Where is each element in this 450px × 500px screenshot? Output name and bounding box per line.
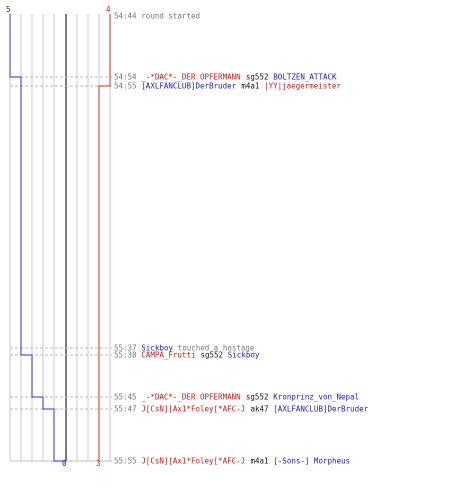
event-time: 55:45 <box>114 393 137 402</box>
event-row: 55:55 J[CsN][Ax1*Foley[*AFC-J m4a1 [-Sons-]… <box>114 457 350 466</box>
event-time: 54:44 <box>114 12 137 21</box>
event-player-name: _-*DAC*-_DER OPFERMANN <box>141 73 240 82</box>
red-end-count: 3 <box>96 459 101 468</box>
red-team-alive-line <box>98 14 111 461</box>
event-row: 55:47 J[CsN][Ax1*Foley[*AFC-J ak47 [AXLFANC… <box>114 405 369 414</box>
event-player-name: BOLTZEN_ATTACK <box>273 73 337 82</box>
event-player-name: _-*DAC*-_DER OPFERMANN <box>141 393 240 402</box>
event-time: 55:38 <box>114 351 137 360</box>
event-time: 54:55 <box>114 82 137 91</box>
red-start-count: 4 <box>106 5 111 14</box>
event-description: round started <box>141 12 200 21</box>
grid-lines <box>9 14 111 462</box>
event-time: 54:54 <box>114 73 137 82</box>
event-weapon: sg552 <box>246 393 269 402</box>
event-time: 55:47 <box>114 405 137 414</box>
event-player-name: [AXLFANCLUB]DerBruder <box>273 405 368 414</box>
event-weapon: ak47 <box>251 405 269 414</box>
event-player-name: [AXLFANCLUB]DerBruder <box>141 82 236 91</box>
event-time: 55:37 <box>114 344 137 353</box>
blue-end-count: 0 <box>62 459 67 468</box>
event-player-name: |YY|jaegermeister <box>264 82 341 91</box>
event-time: 55:55 <box>114 457 137 466</box>
event-row: 54:54 _-*DAC*-_DER OPFERMANN sg552 BOLTZEN_… <box>114 73 337 82</box>
blue-team-alive-line <box>9 14 66 462</box>
event-player-name: J[CsN][Ax1*Foley[*AFC-J <box>141 405 245 414</box>
event-row: 54:44 round started <box>114 12 200 21</box>
event-player-name: CAMPA_Frutti <box>141 351 195 360</box>
event-row: 55:45 _-*DAC*-_DER OPFERMANN sg552 Kronprin… <box>114 393 359 402</box>
blue-start-count: 5 <box>6 5 11 14</box>
event-guides <box>10 76 112 462</box>
event-player-name: Kronprinz_von_Nepal <box>273 393 359 402</box>
event-player-name: J[CsN][Ax1*Foley[*AFC-J <box>141 457 245 466</box>
score-labels: 5 4 0 3 <box>6 5 111 468</box>
event-weapon: sg552 <box>246 73 269 82</box>
event-log: 54:44 round started 54:54 _-*DAC*-_DER OPFE… <box>114 12 369 466</box>
event-player-name: Sickboy <box>228 351 260 360</box>
event-weapon: m4a1 <box>241 82 259 91</box>
event-player-name: Sickboy <box>141 344 173 353</box>
event-row: 55:38 CAMPA_Frutti sg552 Sickboy <box>114 351 260 360</box>
event-row: 54:55 [AXLFANCLUB]DerBruder m4a1 |YY|jaeger… <box>114 82 341 91</box>
team-lines <box>9 14 111 462</box>
event-weapon: sg552 <box>201 351 224 360</box>
event-description: touched a hostage <box>178 344 255 353</box>
event-weapon: m4a1 <box>251 457 269 466</box>
event-row: 55:37 Sickboy touched a hostage <box>114 344 255 353</box>
event-player-name: [-Sons-] Morpheus <box>273 457 350 466</box>
